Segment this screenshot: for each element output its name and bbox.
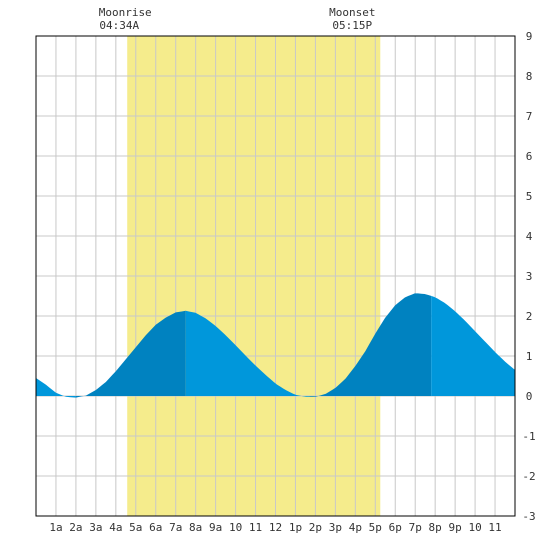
moonrise-time: 04:34A [99, 19, 139, 32]
tide-area-falling [431, 295, 515, 396]
moonset-label: Moonset [329, 6, 375, 19]
x-tick-label: 4p [349, 521, 362, 534]
y-tick-label: 7 [526, 110, 533, 123]
tide-area-falling [185, 310, 310, 397]
x-tick-label: 6p [389, 521, 402, 534]
y-tick-label: 1 [526, 350, 533, 363]
x-tick-label: 5a [129, 521, 142, 534]
x-tick-label: 8a [189, 521, 202, 534]
x-tick-label: 10 [468, 521, 481, 534]
tide-area-rising [309, 293, 432, 397]
tide-area-rising [75, 310, 186, 398]
x-tick-label: 2a [69, 521, 82, 534]
y-tick-label: -3 [522, 510, 535, 523]
x-tick-label: 3p [329, 521, 342, 534]
x-tick-label: 1a [49, 521, 62, 534]
x-tick-label: 1p [289, 521, 302, 534]
moonset-time: 05:15P [332, 19, 372, 32]
x-tick-label: 9a [209, 521, 222, 534]
x-tick-label: 7p [409, 521, 422, 534]
y-tick-label: 2 [526, 310, 533, 323]
x-tick-label: 10 [229, 521, 242, 534]
y-tick-label: -2 [522, 470, 535, 483]
x-tick-label: 2p [309, 521, 322, 534]
y-tick-label: 9 [526, 30, 533, 43]
y-tick-label: 5 [526, 190, 533, 203]
y-tick-label: 8 [526, 70, 533, 83]
tide-area-falling [36, 378, 76, 398]
x-tick-label: 9p [449, 521, 462, 534]
x-tick-label: 8p [429, 521, 442, 534]
x-tick-label: 4a [109, 521, 122, 534]
y-tick-label: 3 [526, 270, 533, 283]
y-tick-label: 6 [526, 150, 533, 163]
y-tick-label: 4 [526, 230, 533, 243]
x-tick-label: 6a [149, 521, 162, 534]
x-tick-label: 11 [249, 521, 262, 534]
x-tick-label: 5p [369, 521, 382, 534]
y-tick-label: 0 [526, 390, 533, 403]
x-tick-label: 11 [488, 521, 501, 534]
y-tick-label: -1 [522, 430, 535, 443]
x-tick-label: 7a [169, 521, 182, 534]
plot-frame [35, 35, 516, 517]
moonrise-label: Moonrise [99, 6, 152, 19]
x-tick-label: 12 [269, 521, 282, 534]
x-tick-label: 3a [89, 521, 102, 534]
